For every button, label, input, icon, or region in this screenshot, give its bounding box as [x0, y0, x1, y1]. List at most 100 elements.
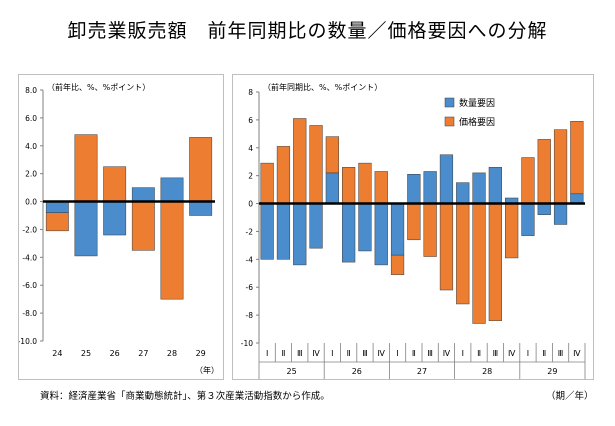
- annual-x-tick-label: 26: [110, 349, 120, 358]
- quarterly-y-tick-label: -10: [241, 339, 253, 348]
- quarterly-x-tick-label: Ⅳ: [573, 349, 581, 358]
- quarterly-bar-price: [260, 162, 274, 204]
- quarterly-x-tick-label: Ⅱ: [477, 349, 481, 358]
- annual-y-tick-label: -8.0: [22, 309, 37, 318]
- annual-bar-quantity: [103, 201, 127, 236]
- annual-bar-price: [74, 134, 98, 202]
- annual-y-tick-label: -2.0: [22, 225, 37, 234]
- quarterly-bar-price: [374, 171, 388, 204]
- quarterly-bar-price: [472, 203, 486, 324]
- quarterly-bar-quantity: [472, 172, 486, 204]
- quarterly-bar-price: [293, 118, 307, 204]
- quarterly-bar-quantity: [390, 203, 405, 256]
- annual-x-tick-label: 24: [52, 349, 62, 358]
- period-unit-label: （期／年）: [546, 391, 594, 402]
- quarterly-bar-quantity: [325, 172, 339, 204]
- quarterly-x-tick-label: Ⅳ: [443, 349, 451, 358]
- quarterly-x-tick-label: Ⅳ: [312, 349, 320, 358]
- quarterly-x-tick-label: Ⅱ: [281, 349, 285, 358]
- quarterly-x-tick-label: Ⅲ: [362, 349, 368, 358]
- quarterly-bar-quantity: [553, 203, 568, 225]
- quarterly-bar-quantity: [456, 182, 470, 204]
- quarterly-bar-price: [488, 203, 502, 321]
- quarterly-x-tick-label: Ⅰ: [396, 349, 398, 358]
- quarterly-bar-price: [407, 203, 421, 241]
- quarterly-y-tick-label: -8: [246, 311, 254, 320]
- annual-y-tick-label: -4.0: [22, 253, 37, 262]
- quarterly-bar-price: [505, 203, 519, 259]
- quarterly-bar-quantity: [374, 203, 388, 266]
- annual-y-tick-label: 8.0: [25, 86, 37, 95]
- quarterly-year-label: 29: [547, 367, 557, 376]
- quarterly-y-tick-label: 0: [248, 200, 253, 209]
- quarterly-bar-price: [439, 203, 454, 291]
- annual-x-tick-label: 29: [196, 349, 206, 358]
- quarterly-bar-quantity: [407, 174, 421, 204]
- quarterly-bar-quantity: [293, 203, 307, 266]
- quarterly-x-tick-label: Ⅲ: [297, 349, 303, 358]
- quarterly-bar-quantity: [342, 203, 356, 263]
- annual-bar-quantity: [74, 201, 98, 257]
- quarterly-bar-quantity: [570, 193, 584, 204]
- annual-bar-price: [160, 201, 184, 300]
- annual-y-tick-label: 6.0: [25, 114, 37, 123]
- annual-bar-price: [45, 212, 69, 232]
- annual-y-tick-label: -10.0: [19, 337, 37, 346]
- quarterly-x-tick-label: Ⅰ: [266, 349, 268, 358]
- quarterly-bar-price: [390, 254, 405, 275]
- quarterly-y-tick-label: 8: [248, 88, 253, 97]
- quarterly-x-tick-label: Ⅱ: [347, 349, 351, 358]
- annual-y-tick-label: 0.0: [25, 198, 37, 207]
- annual-y-tick-label: -6.0: [22, 281, 37, 290]
- quarterly-bar-quantity: [521, 203, 535, 236]
- quarterly-y-tick-label: 2: [248, 172, 253, 181]
- quarterly-bar-price: [358, 162, 372, 204]
- annual-bar-quantity: [189, 201, 213, 216]
- quarterly-x-tick-label: Ⅳ: [508, 349, 516, 358]
- annual-x-unit-label: （年）: [195, 365, 219, 375]
- quarterly-bar-quantity: [537, 203, 551, 215]
- annual-y-tick-label: 4.0: [25, 142, 37, 151]
- quarterly-bar-quantity: [260, 203, 274, 260]
- annual-y-tick-label: 2.0: [25, 170, 37, 179]
- quarterly-x-tick-label: Ⅰ: [527, 349, 529, 358]
- annual-x-tick-label: 27: [138, 349, 148, 358]
- quarterly-x-tick-label: Ⅱ: [542, 349, 546, 358]
- annual-x-tick-label: 25: [81, 349, 91, 358]
- legend-label-price: 価格要因: [459, 116, 495, 128]
- quarterly-bar-quantity: [309, 203, 323, 249]
- quarterly-year-label: 28: [482, 367, 492, 376]
- annual-chart-panel: （前年比、%、%ポイント） 8.0 6.0 4.0 2.0 0.0 -2.0 -4.0 -6.0…: [18, 74, 224, 380]
- quarterly-bar-quantity: [439, 154, 454, 204]
- quarterly-bar-price: [276, 146, 291, 204]
- annual-bar-price: [103, 166, 127, 202]
- annual-bar-quantity: [45, 201, 69, 213]
- quarterly-x-tick-label: Ⅳ: [378, 349, 386, 358]
- quarterly-x-tick-label: Ⅲ: [427, 349, 433, 358]
- annual-chart: （前年比、%、%ポイント） 8.0 6.0 4.0 2.0 0.0 -2.0 -4.0 -6.0…: [18, 82, 219, 375]
- annual-bar-quantity: [160, 177, 184, 202]
- annual-x-tick-label: 28: [167, 349, 177, 358]
- quarterly-bar-quantity: [358, 203, 372, 252]
- quarterly-unit-label: （前年同期比、%、%ポイント）: [263, 82, 382, 92]
- quarterly-x-tick-label: Ⅲ: [558, 349, 564, 358]
- quarterly-x-tick-label: Ⅱ: [412, 349, 416, 358]
- quarterly-bar-price: [521, 157, 535, 204]
- annual-bar-price: [189, 137, 213, 202]
- quarterly-year-label: 27: [417, 367, 427, 376]
- quarterly-bar-quantity: [423, 171, 437, 204]
- quarterly-bar-quantity: [276, 203, 291, 260]
- quarterly-y-tick-label: -4: [246, 255, 254, 264]
- quarterly-x-tick-label: Ⅰ: [331, 349, 333, 358]
- quarterly-year-label: 26: [352, 367, 362, 376]
- annual-bar-price: [131, 201, 155, 251]
- quarterly-bar-price: [456, 203, 470, 305]
- annual-bar-quantity: [131, 187, 155, 202]
- legend-swatch-quantity: [444, 97, 455, 108]
- quarterly-bar-price: [342, 167, 356, 204]
- chart-title: 卸売業販売額 前年同期比の数量／価格要因への分解: [67, 20, 548, 42]
- legend-label-quantity: 数量要因: [459, 97, 495, 109]
- quarterly-bar-price: [570, 121, 584, 195]
